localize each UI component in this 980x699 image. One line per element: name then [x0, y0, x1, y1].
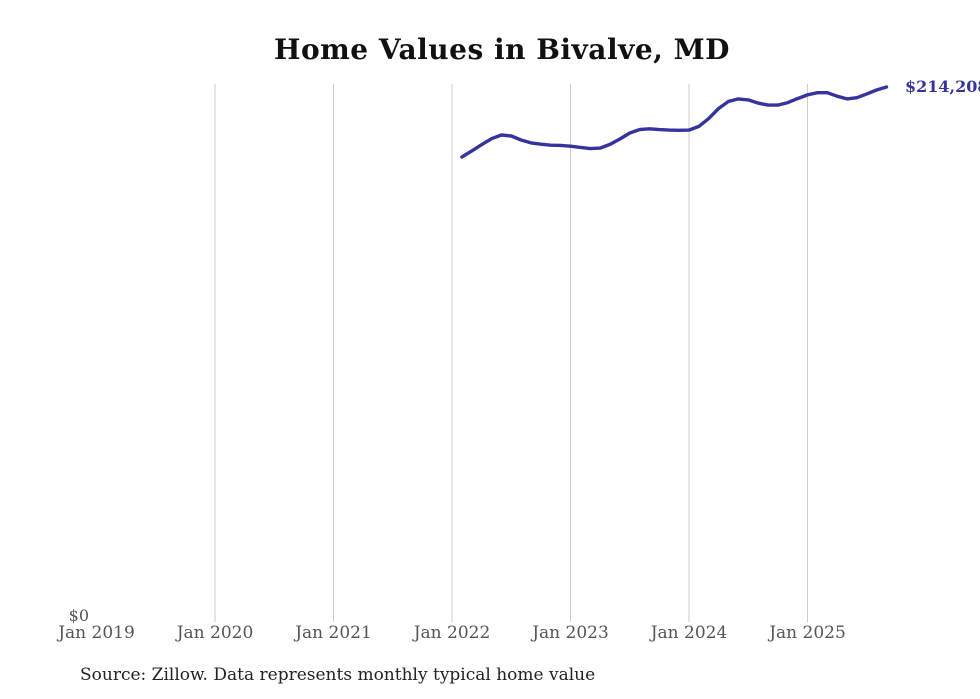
x-tick-label-jan-2022: Jan 2022 — [413, 623, 491, 643]
x-tick-label-jan-2020: Jan 2020 — [176, 623, 254, 643]
x-tick-label-jan-2019: Jan 2019 — [58, 623, 135, 643]
home-value-line-series — [460, 85, 889, 159]
x-tick-label-jan-2021: Jan 2021 — [295, 623, 372, 643]
x-tick-label-jan-2023: Jan 2023 — [532, 623, 609, 643]
vertical-gridlines — [214, 84, 808, 622]
chart-title: Home Values in Bivalve, MD — [274, 33, 730, 66]
source-attribution: Source: Zillow. Data represents monthly … — [80, 665, 596, 685]
final-value-label: $214,208 — [905, 77, 980, 96]
y-axis-zero-label: $0 — [68, 606, 89, 625]
x-tick-label-jan-2025: Jan 2025 — [769, 623, 846, 643]
x-tick-label-jan-2024: Jan 2024 — [650, 623, 728, 643]
